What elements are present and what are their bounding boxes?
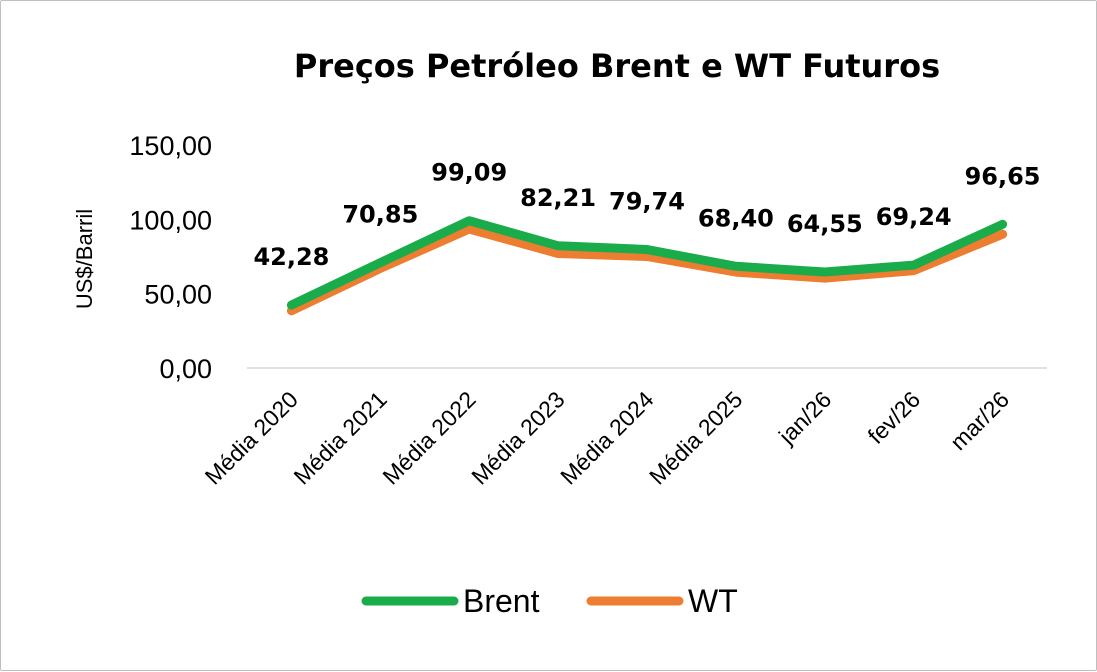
y-tick-label: 100,00 [129,205,212,235]
x-tick-label: Média 2023 [466,386,569,489]
y-axis-ticks: 0,00 50,00 100,00 150,00 [129,131,212,384]
series-line-brent [286,216,1008,310]
x-tick-label: fev/26 [863,386,926,449]
data-label: 82,21 [520,184,596,212]
x-tick-label: Média 2022 [377,386,480,489]
data-label: 96,65 [965,162,1041,190]
data-label: 70,85 [342,201,418,229]
x-tick-label: mar/26 [945,386,1014,455]
series-lines [286,216,1008,316]
legend: Brent WT [361,583,738,619]
x-tick-label: Média 2024 [555,386,659,490]
x-tick-label: Média 2020 [200,386,303,489]
legend-label-wt: WT [688,583,738,619]
data-label: 42,28 [253,243,329,271]
series-line-wt [286,224,1008,316]
x-tick-label: Média 2021 [288,386,391,489]
data-label: 99,09 [431,159,507,187]
legend-label-brent: Brent [463,583,540,619]
x-tick-label: Média 2025 [644,386,747,489]
chart-title: Preços Petróleo Brent e WT Futuros [294,47,940,85]
data-label: 69,24 [876,203,952,231]
y-axis-label: US$/Barril [72,209,97,309]
y-tick-label: 50,00 [144,280,212,310]
data-label: 64,55 [787,210,863,238]
y-tick-label: 150,00 [129,131,212,161]
data-label: 68,40 [698,204,774,232]
data-labels: 42,28 70,85 99,09 82,21 79,74 68,40 64,55 69,24… [253,159,1040,271]
data-label: 79,74 [609,187,685,215]
y-tick-label: 0,00 [159,354,212,384]
x-tick-label: jan/26 [773,386,836,449]
